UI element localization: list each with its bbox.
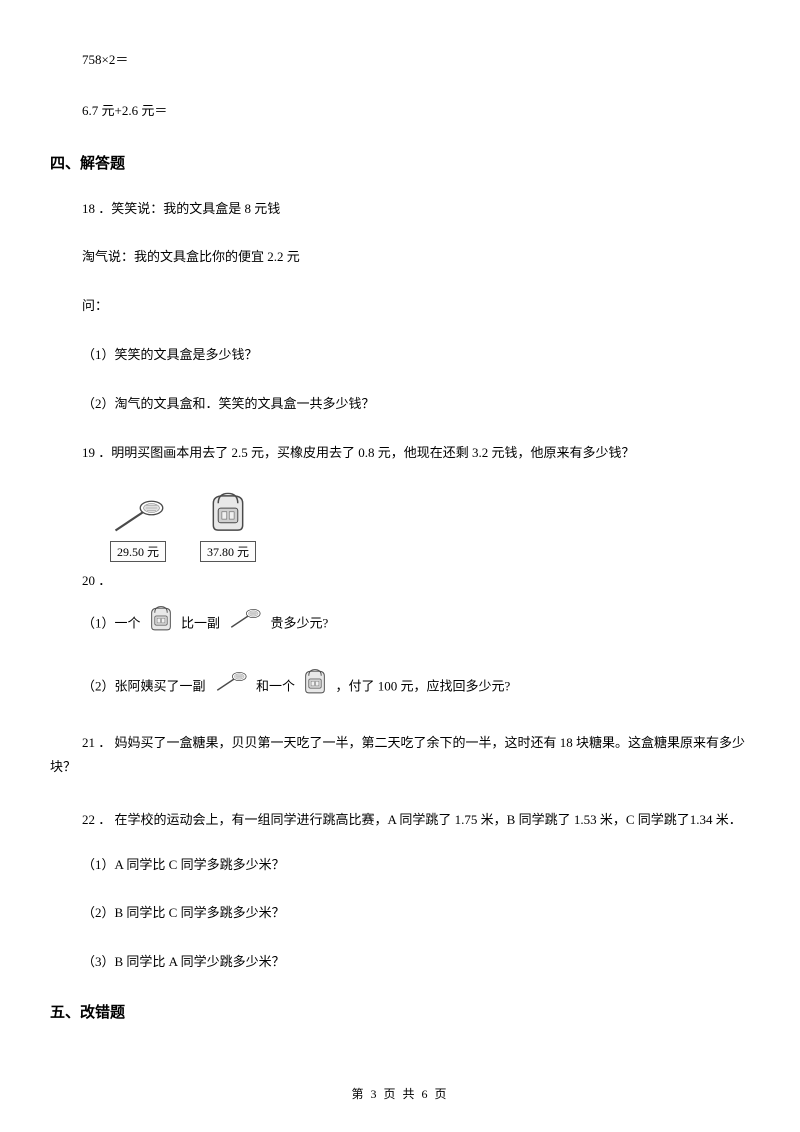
q22-sub1: （1）A 同学比 C 同学多跳多少米？ [50, 855, 750, 876]
bag-icon [203, 491, 253, 535]
q20-sub1-b: 比一副 [181, 616, 220, 631]
q20-sub1-c: 贵多少元? [271, 616, 329, 631]
q19: 19 ．明明买图画本用去了 2.5 元，买橡皮用去了 0.8 元，他现在还剩 3… [50, 443, 750, 464]
q20-sub1: （1）一个 比一副 贵多少元? [50, 605, 750, 644]
q18-sub1: （1）笑笑的文具盒是多少钱？ [50, 345, 750, 366]
spoon-icon-inline [225, 608, 265, 641]
q18-ask: 问： [50, 296, 750, 317]
q20-sub2-c: ，付了 100 元，应找回多少元? [336, 678, 511, 693]
q20-sub1-a: （1）一个 [82, 616, 141, 631]
bag-icon-inline [146, 605, 176, 644]
q22-sub2: （2）B 同学比 C 同学多跳多少米？ [50, 903, 750, 924]
q22-intro: 22 ． 在学校的运动会上，有一组同学进行跳高比赛，A 同学跳了 1.75 米，… [50, 808, 750, 833]
q18-sub2: （2）淘气的文具盒和．笑笑的文具盒一共多少钱？ [50, 394, 750, 415]
q20-sub2-b: 和一个 [256, 678, 295, 693]
spoon-item: 29.50 元 [106, 499, 170, 562]
q22-sub3: （3）B 同学比 A 同学少跳多少米？ [50, 952, 750, 973]
q18-line2: 淘气说：我的文具盒比你的便宜 2.2 元 [50, 247, 750, 268]
bag-item: 37.80 元 [200, 491, 256, 562]
section-4-header: 四、解答题 [50, 152, 750, 173]
q18-intro: 18 ．笑笑说：我的文具盒是 8 元钱 [50, 199, 750, 220]
bag-icon-inline-2 [300, 668, 330, 707]
calc-line-2: 6.7 元+2.6 元＝ [50, 101, 750, 122]
spoon-icon-inline-2 [211, 671, 251, 704]
q21: 21 ． 妈妈买了一盒糖果，贝贝第一天吃了一半，第二天吃了余下的一半，这时还有 … [50, 731, 750, 780]
q20-image-row: 29.50 元 37.80 元 [50, 491, 750, 562]
spoon-price: 29.50 元 [110, 541, 166, 562]
section-5-header: 五、改错题 [50, 1001, 750, 1022]
calc-line-1: 758×2＝ [50, 50, 750, 71]
spoon-icon [106, 499, 170, 535]
q20-number: 20 ． [50, 570, 750, 589]
page-footer: 第 3 页 共 6 页 [0, 1085, 800, 1102]
bag-price: 37.80 元 [200, 541, 256, 562]
q20-sub2-a: （2）张阿姨买了一副 [82, 678, 206, 693]
q20-sub2: （2）张阿姨买了一副 和一个 ，付了 100 元，应找回多少元? [50, 668, 750, 707]
